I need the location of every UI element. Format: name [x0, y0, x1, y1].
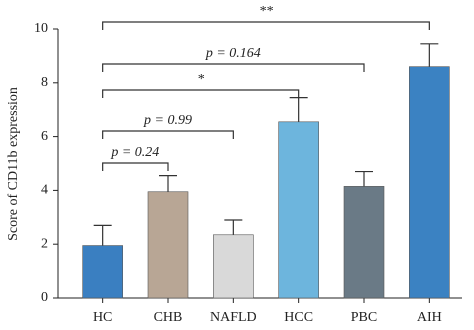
bar: [343, 186, 385, 299]
significance-bracket: [102, 130, 234, 139]
bar: [82, 245, 123, 299]
significance-bracket: [102, 162, 169, 171]
significance-bracket: [102, 89, 300, 98]
error-bar: [93, 224, 112, 246]
significance-label: p = 0.24: [110, 145, 159, 160]
significance-bracket: [102, 21, 430, 30]
error-bar: [355, 170, 373, 187]
x-tick-label: HC: [93, 310, 112, 325]
y-tick-label: 8: [41, 75, 48, 90]
significance-bracket: [102, 63, 365, 72]
significance-label: *: [197, 72, 204, 87]
x-tick-label: CHB: [154, 310, 183, 325]
bar: [147, 191, 189, 299]
y-tick-label: 4: [41, 183, 48, 198]
y-tick-label: 2: [41, 236, 48, 251]
error-bar: [224, 219, 243, 235]
y-tick-label: 6: [41, 129, 48, 144]
error-bar: [289, 96, 308, 122]
bar: [213, 234, 254, 299]
bar: [278, 121, 319, 299]
x-tick-label: NAFLD: [210, 310, 257, 325]
error-bar: [159, 175, 177, 192]
x-tick-label: AIH: [417, 310, 442, 325]
x-tick-label: HCC: [284, 310, 313, 325]
y-tick-label: 0: [41, 290, 48, 305]
significance-label: p = 0.164: [205, 46, 261, 61]
y-tick-label: 10: [34, 21, 48, 36]
significance-label: **: [259, 4, 273, 19]
significance-label: p = 0.99: [143, 113, 192, 128]
bar: [409, 66, 450, 299]
x-tick-label: PBC: [351, 310, 377, 325]
error-bar: [420, 43, 439, 67]
y-axis-label: Score of CD11b expression: [6, 87, 21, 241]
